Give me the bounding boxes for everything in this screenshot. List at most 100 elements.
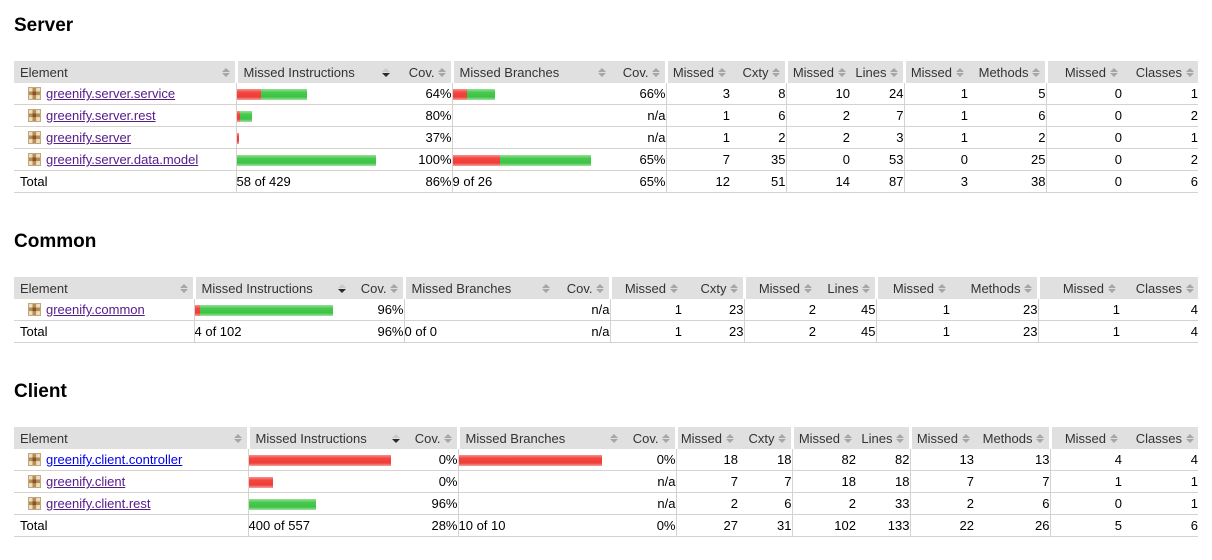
sort-arrows-icon	[896, 433, 905, 444]
complexity-cell: 23	[682, 299, 744, 321]
section-title-server: Server	[14, 15, 74, 36]
package-link[interactable]: greenify.server.rest	[46, 108, 156, 123]
column-header-methods-10[interactable]: Methods	[968, 61, 1046, 83]
column-header-element-0[interactable]: Element	[14, 61, 236, 83]
column-header-missed-9[interactable]: Missed	[902, 61, 968, 83]
element-cell: greenify.server.service	[14, 83, 236, 105]
sort-arrows-icon	[1185, 283, 1194, 294]
covered-bar-segment	[237, 155, 376, 167]
column-header-missed-instructions-1[interactable]: Missed Instructions	[192, 277, 350, 299]
package-link[interactable]: greenify.server.data.model	[46, 152, 199, 167]
sort-arrows-icon	[1107, 283, 1116, 294]
sort-arrows-icon	[444, 433, 453, 444]
column-header-missed-instructions-1[interactable]: Missed Instructions	[234, 61, 394, 83]
classes-cell: 1	[1122, 83, 1198, 105]
coverage-section-common: Common Element Missed Instructions Cov. Miss…	[14, 231, 1198, 343]
column-header-cxty-6[interactable]: Cxty	[682, 277, 744, 299]
column-header-classes-12[interactable]: Classes	[1122, 61, 1198, 83]
column-header-missed-branches-3[interactable]: Missed Branches	[402, 277, 554, 299]
package-icon	[28, 497, 41, 510]
column-header-cov-2[interactable]: Cov.	[350, 277, 404, 299]
sort-arrows-icon	[1109, 67, 1118, 78]
column-header-missed-11[interactable]: Missed	[1048, 427, 1122, 449]
package-link[interactable]: greenify.client.rest	[46, 496, 151, 511]
column-header-missed-5[interactable]: Missed	[664, 61, 730, 83]
column-header-element-0[interactable]: Element	[14, 277, 194, 299]
package-link[interactable]: greenify.server	[46, 130, 132, 145]
package-icon	[28, 131, 41, 144]
column-header-cov-2[interactable]: Cov.	[404, 427, 458, 449]
complexity-cell: 35	[730, 148, 786, 171]
missed-branches-cell	[451, 83, 610, 105]
column-header-missed-7[interactable]: Missed	[784, 61, 850, 83]
column-header-methods-10[interactable]: Methods	[950, 277, 1038, 299]
sort-arrows-icon	[1185, 67, 1194, 78]
instructions-coverage-cell: 80%	[394, 104, 452, 127]
package-icon	[28, 475, 41, 488]
lines-cell: 18	[856, 470, 910, 493]
sort-arrows-icon	[730, 283, 739, 294]
sort-arrows-icon	[390, 283, 399, 294]
branches-coverage-cell: 0%	[622, 449, 676, 471]
sort-arrows-icon	[609, 433, 618, 444]
package-icon	[28, 87, 41, 100]
column-header-missed-5[interactable]: Missed	[674, 427, 738, 449]
column-header-missed-branches-3[interactable]: Missed Branches	[456, 427, 622, 449]
column-header-missed-5[interactable]: Missed	[608, 277, 682, 299]
sort-arrows-icon	[180, 283, 189, 294]
column-header-label: Missed	[758, 280, 800, 296]
column-header-missed-instructions-1[interactable]: Missed Instructions	[246, 427, 404, 449]
column-header-label: Cov.	[632, 430, 659, 446]
package-link[interactable]: greenify.client.controller	[46, 452, 183, 467]
column-header-element-0[interactable]: Element	[14, 427, 248, 449]
total-lines-cell: 133	[856, 514, 910, 537]
column-header-lines-8[interactable]: Lines	[856, 427, 910, 449]
sort-arrows-icon	[391, 433, 400, 444]
column-header-label: Element	[20, 430, 68, 446]
total-label-cell: Total	[14, 514, 248, 537]
column-header-missed-9[interactable]: Missed	[908, 427, 974, 449]
instructions-coverage-cell: 0%	[404, 470, 458, 493]
column-header-missed-branches-3[interactable]: Missed Branches	[450, 61, 610, 83]
column-header-cov-4[interactable]: Cov.	[622, 427, 676, 449]
methods-cell: 23	[950, 299, 1038, 321]
column-header-missed-11[interactable]: Missed	[1044, 61, 1122, 83]
column-header-label: Cov.	[408, 64, 435, 80]
package-link[interactable]: greenify.client	[46, 474, 126, 489]
missed-bar-segment	[237, 89, 261, 101]
lines-cell: 7	[850, 104, 904, 127]
column-header-classes-12[interactable]: Classes	[1120, 277, 1198, 299]
column-header-label: Lines	[855, 64, 887, 80]
package-link[interactable]: greenify.common	[46, 302, 145, 317]
sort-arrows-icon	[1109, 433, 1118, 444]
column-header-label: Cov.	[360, 280, 387, 296]
column-header-label: Methods	[982, 430, 1033, 446]
column-header-lines-8[interactable]: Lines	[816, 277, 876, 299]
table-row: greenify.client.rest 96% n/a 2 6 2 33 2 6 0 1	[14, 492, 1198, 515]
column-header-missed-11[interactable]: Missed	[1036, 277, 1120, 299]
column-header-cov-4[interactable]: Cov.	[554, 277, 610, 299]
column-header-missed-7[interactable]: Missed	[742, 277, 816, 299]
package-link[interactable]: greenify.server.service	[46, 86, 176, 101]
column-header-cxty-6[interactable]: Cxty	[730, 61, 786, 83]
total-instructions-coverage-cell: 86%	[394, 170, 452, 193]
element-cell: greenify.client.controller	[14, 449, 248, 471]
missed-instructions-cell	[247, 492, 404, 515]
covered-bar-segment	[466, 89, 495, 101]
column-header-label: Classes	[1135, 64, 1182, 80]
coverage-table-common: Element Missed Instructions Cov. Missed Bra…	[14, 277, 1198, 343]
column-header-cxty-6[interactable]: Cxty	[738, 427, 792, 449]
missed-classes-cell: 0	[1045, 83, 1122, 105]
total-classes-cell: 6	[1122, 170, 1198, 193]
column-header-cov-4[interactable]: Cov.	[610, 61, 666, 83]
lines-cell: 45	[816, 299, 876, 321]
column-header-label: Missed Branches	[465, 430, 566, 446]
column-header-label: Missed	[1064, 64, 1106, 80]
column-header-cov-2[interactable]: Cov.	[394, 61, 452, 83]
column-header-missed-9[interactable]: Missed	[874, 277, 950, 299]
column-header-methods-10[interactable]: Methods	[974, 427, 1050, 449]
column-header-missed-7[interactable]: Missed	[790, 427, 856, 449]
column-header-classes-12[interactable]: Classes	[1122, 427, 1198, 449]
column-header-lines-8[interactable]: Lines	[850, 61, 904, 83]
sort-arrows-icon	[541, 283, 550, 294]
